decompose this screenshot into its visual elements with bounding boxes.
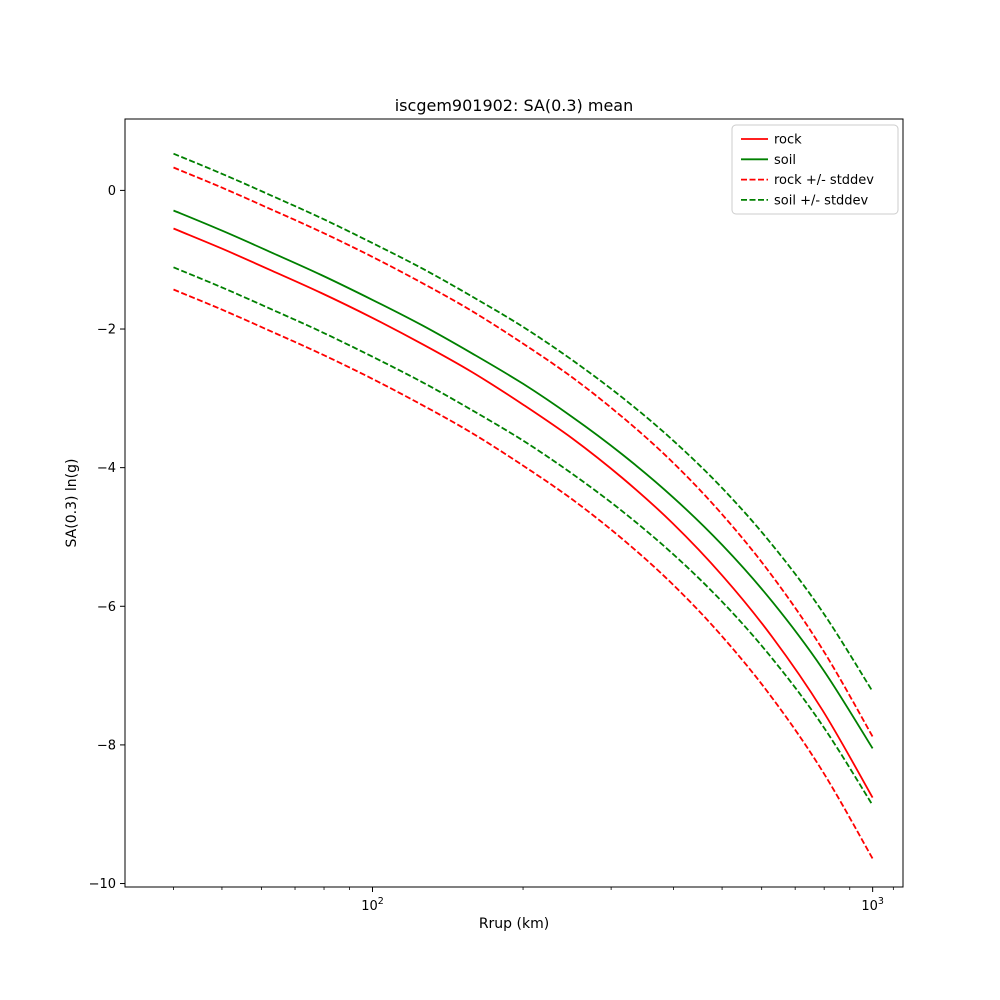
chart-title: iscgem901902: SA(0.3) mean: [394, 96, 634, 115]
plot-line-soil: [173, 209, 874, 749]
y-tick-label: −8: [97, 738, 116, 753]
plot-line-rock: [173, 227, 874, 799]
legend-label: rock +/- stddev: [774, 173, 874, 188]
y-tick-label: −4: [97, 461, 116, 476]
x-tick-label: 103: [861, 896, 884, 914]
plot-line-soil-stddev: [173, 266, 874, 806]
curves-group: [173, 152, 874, 860]
y-tick-label: −10: [89, 877, 116, 892]
plot-line-rock-stddev: [173, 166, 874, 738]
legend-box: [731, 124, 899, 215]
y-axis-label: SA(0.3) ln(g): [64, 458, 80, 548]
y-tick-label: −2: [97, 323, 116, 338]
legend-label: soil +/- stddev: [774, 193, 869, 208]
x-tick-label: 102: [361, 896, 384, 914]
y-tick-label: 0: [108, 184, 116, 199]
plot-line-rock-stddev: [173, 288, 874, 860]
legend-label: rock: [774, 133, 802, 148]
y-tick-label: −6: [97, 600, 116, 615]
plot-line-soil-stddev: [173, 152, 874, 692]
plot-border: [124, 118, 904, 888]
x-axis-label: Rrup (km): [478, 916, 550, 932]
legend-label: soil: [774, 153, 796, 168]
